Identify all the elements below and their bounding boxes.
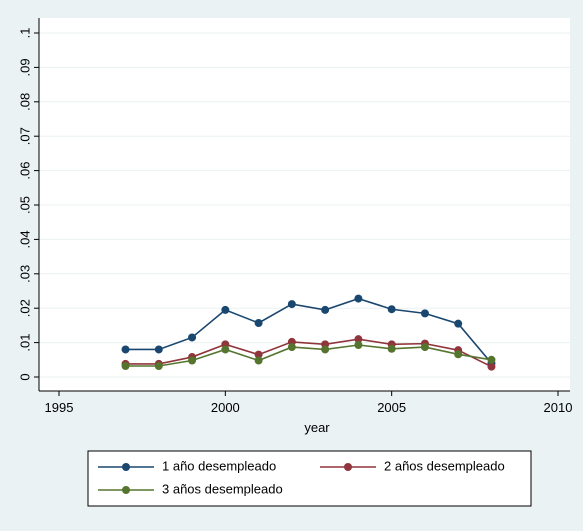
data-point [354,294,363,303]
data-point [420,343,429,352]
data-point [321,305,330,314]
x-axis-title: year [304,420,330,435]
data-point [154,361,163,370]
legend-box [87,450,532,507]
y-tick-label: 0 [17,373,32,380]
data-point [254,350,263,359]
data-point [287,343,296,352]
x-tick-label: 1995 [45,400,74,415]
data-point [188,333,197,342]
y-tick-label: .01 [17,334,32,352]
x-tick-label: 2005 [377,400,406,415]
gridlines [39,32,570,378]
data-point [454,319,463,328]
legend-item: 1 año desempleado [98,458,276,473]
legend-marker [122,486,130,494]
y-tick-label: .02 [17,299,32,317]
series-group [121,294,496,371]
data-point [354,335,363,344]
y-tick-label: .1 [17,28,32,39]
data-point [188,356,197,365]
data-point [121,361,130,370]
data-point [387,305,396,314]
y-tick-label: .09 [17,58,32,76]
data-point [454,350,463,359]
data-point [254,356,263,365]
data-point [154,345,163,354]
data-point [387,344,396,353]
y-tick-label: .04 [17,230,32,248]
series-line [125,344,492,367]
legend-label: 3 años desempleado [162,481,283,496]
data-point [221,345,230,354]
data-point [487,362,496,371]
legend-label: 1 año desempleado [162,458,276,473]
data-point [121,345,130,354]
legend-label: 2 años desempleado [384,458,505,473]
x-tick-label: 2010 [544,400,573,415]
legend-item: 2 años desempleado [320,458,505,473]
data-point [254,318,263,327]
series-line [125,338,492,368]
legend-marker [122,463,130,471]
y-tick-label: .07 [17,127,32,145]
y-tick-label: .08 [17,93,32,111]
series-line [125,297,493,364]
data-point [420,309,429,318]
series-3 [121,341,496,370]
data-point [287,300,296,309]
x-axis-ticks: 1995 2000 2005 2010 [45,391,573,415]
data-point [354,341,363,350]
y-axis-ticks: 0 .01 .02 .03 .04 .05 .06 .07 .08 .09 .1 [17,28,39,381]
y-tick-label: .05 [17,196,32,214]
legend-item: 3 años desempleado [98,481,283,496]
x-tick-label: 2000 [211,400,240,415]
data-point [221,305,230,314]
data-point [321,345,330,354]
data-point [487,355,496,364]
y-tick-label: .03 [17,265,32,283]
legend: 1 año desempleado 2 años desempleado 3 año… [98,458,505,496]
legend-marker [344,463,352,471]
y-tick-label: .06 [17,162,32,180]
